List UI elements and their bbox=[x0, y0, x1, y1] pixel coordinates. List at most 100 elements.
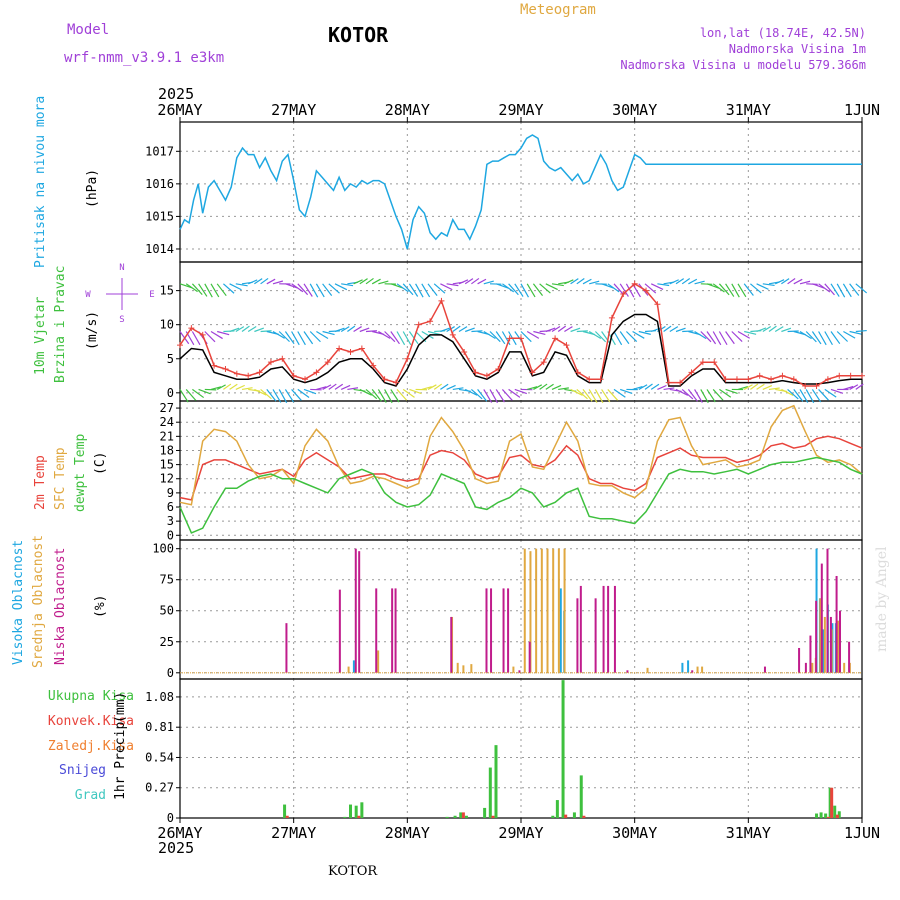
wind-vector bbox=[576, 330, 588, 333]
y-tick-label: 1015 bbox=[145, 209, 174, 223]
y-tick-label: 15 bbox=[160, 284, 174, 298]
wind-vector bbox=[309, 283, 319, 298]
cloud-ylabel: Visoka Oblacnost bbox=[11, 540, 26, 665]
wind-vector bbox=[384, 331, 396, 343]
wind-vector bbox=[750, 283, 762, 294]
y-tick-label: 1.08 bbox=[145, 690, 174, 704]
bar-clouds-2 bbox=[528, 641, 531, 673]
wind-vector bbox=[204, 283, 213, 298]
gust-point bbox=[733, 376, 740, 383]
gust-point bbox=[802, 383, 809, 390]
wind-vector bbox=[607, 283, 620, 293]
wind-vector bbox=[278, 389, 288, 404]
wind-vector bbox=[843, 330, 856, 339]
wind-vector bbox=[533, 384, 543, 390]
bar-clouds-0 bbox=[352, 660, 355, 673]
y-tick-label: 5 bbox=[167, 352, 174, 366]
series-line-wind-0 bbox=[179, 313, 862, 387]
bar-clouds-1 bbox=[462, 665, 465, 673]
year-top: 2025 bbox=[158, 85, 194, 103]
bar-clouds-2 bbox=[613, 585, 616, 673]
wind-vector bbox=[675, 278, 685, 285]
y-tick-label: 27 bbox=[160, 401, 174, 415]
bar-clouds-2 bbox=[594, 598, 597, 673]
wind-vector bbox=[526, 283, 536, 298]
gust-point bbox=[518, 335, 524, 342]
wind-vector bbox=[415, 283, 424, 298]
wind-vector bbox=[235, 384, 245, 390]
wind-vector bbox=[260, 388, 272, 400]
wind-vector bbox=[191, 283, 203, 296]
wind-vector bbox=[576, 388, 588, 400]
wind-vector bbox=[824, 331, 833, 346]
wind-vector bbox=[576, 277, 585, 285]
y-tick-label: 21 bbox=[160, 429, 174, 443]
gust-point bbox=[313, 369, 320, 376]
wind-vector bbox=[408, 283, 419, 297]
wind-vector bbox=[340, 384, 351, 390]
wind-vector bbox=[657, 384, 667, 390]
wind-vector bbox=[806, 283, 818, 285]
y-tick-label: 0.54 bbox=[145, 750, 174, 764]
wind-vector bbox=[247, 279, 258, 285]
wind-vector bbox=[564, 326, 573, 333]
bar-clouds-2 bbox=[485, 588, 488, 673]
x-tick-label-bottom: 30MAY bbox=[612, 824, 657, 842]
wind-vector bbox=[849, 283, 860, 296]
wind-vector bbox=[508, 388, 521, 398]
wind-vector bbox=[601, 283, 614, 289]
lonlat-text: lon,lat (18.74E, 42.5N) bbox=[700, 26, 866, 40]
bar-precipitation-0 bbox=[453, 815, 457, 818]
wind-vector bbox=[489, 389, 499, 404]
bar-clouds-1 bbox=[546, 548, 549, 673]
wind-vector bbox=[285, 283, 298, 289]
gust-point bbox=[211, 362, 218, 369]
panel-frame bbox=[179, 539, 863, 680]
x-tick-label-top: 28MAY bbox=[385, 101, 430, 119]
x-tick-label-top: 29MAY bbox=[498, 101, 543, 119]
wind-vector bbox=[378, 280, 389, 285]
bar-clouds-1 bbox=[557, 548, 560, 673]
wind-vector bbox=[700, 389, 709, 404]
bar-clouds-2 bbox=[450, 616, 453, 673]
bar-precipitation-0 bbox=[833, 805, 837, 818]
gust-point bbox=[631, 280, 638, 287]
wind-vector bbox=[718, 331, 728, 346]
bar-clouds-0 bbox=[822, 629, 825, 673]
bar-precipitation-1 bbox=[461, 812, 465, 818]
wind-vector bbox=[458, 279, 469, 285]
gust-point bbox=[370, 362, 377, 369]
gust-point bbox=[188, 325, 195, 332]
wind-vector bbox=[638, 330, 651, 335]
bar-precipitation-0 bbox=[579, 775, 583, 818]
x-tick-label-bottom: 28MAY bbox=[385, 824, 430, 842]
wind-vector bbox=[204, 331, 216, 343]
wind-vector bbox=[260, 277, 269, 285]
wind-vector bbox=[787, 388, 799, 400]
temp-unit: (C) bbox=[93, 452, 108, 475]
wind-vector bbox=[254, 327, 264, 333]
wind-vector bbox=[427, 330, 441, 336]
wind-vector bbox=[781, 278, 790, 285]
compass-s: S bbox=[119, 315, 124, 325]
gust-point bbox=[620, 291, 627, 298]
gust-point bbox=[404, 355, 411, 362]
wind-vector bbox=[483, 389, 493, 403]
y-tick-label: 0 bbox=[167, 666, 174, 680]
gust-point bbox=[699, 359, 706, 366]
pressure-unit: (hPa) bbox=[85, 169, 100, 208]
bar-clouds-1 bbox=[552, 548, 555, 673]
bar-clouds-2 bbox=[576, 598, 579, 673]
wind-vector bbox=[842, 283, 852, 298]
wind-vector bbox=[650, 283, 664, 291]
wind-vector bbox=[316, 330, 329, 340]
bar-clouds-1 bbox=[837, 620, 840, 673]
y-tick-label: 18 bbox=[160, 443, 174, 457]
bar-precipitation-1 bbox=[826, 816, 830, 818]
model-elevation-text: Nadmorska Visina u modelu 579.366m bbox=[620, 58, 866, 72]
wind-vector bbox=[477, 278, 487, 285]
gust-point bbox=[529, 369, 536, 376]
wind-vector bbox=[229, 327, 240, 333]
wind-vector bbox=[471, 277, 480, 285]
wind-vector bbox=[421, 330, 434, 339]
